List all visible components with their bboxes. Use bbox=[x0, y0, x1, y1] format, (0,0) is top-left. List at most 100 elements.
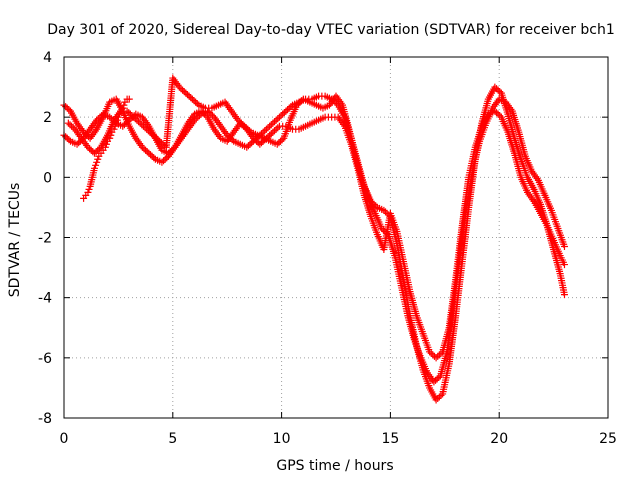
data-point-track-2 bbox=[93, 116, 101, 124]
data-point-fill-track-1 bbox=[207, 110, 215, 118]
data-point-fill-track-3 bbox=[435, 373, 443, 381]
y-tick-label: -8 bbox=[38, 411, 52, 427]
data-point-fill-track-2 bbox=[266, 131, 274, 139]
data-point-track-2 bbox=[164, 149, 172, 157]
data-point-fill-track-3 bbox=[68, 122, 76, 130]
data-point-track-1 bbox=[145, 149, 153, 157]
data-point-fill-track-1 bbox=[271, 118, 279, 126]
x-tick-label: 0 bbox=[60, 431, 69, 447]
data-point-track-3 bbox=[430, 378, 438, 386]
data-point-track-1 bbox=[282, 107, 290, 115]
data-point-fill-track-3 bbox=[246, 127, 254, 135]
data-point-fill-track-1 bbox=[248, 139, 256, 147]
data-point-fill-track-3 bbox=[296, 98, 304, 106]
data-point-fill-track-4 bbox=[85, 185, 93, 193]
data-point-track-3 bbox=[293, 101, 301, 109]
data-point-fill-track-3 bbox=[131, 115, 139, 123]
data-point-fill-track-1 bbox=[140, 145, 148, 153]
data-point-fill-track-2 bbox=[253, 137, 261, 145]
data-point-track-3 bbox=[136, 119, 144, 127]
data-point-fill-track-1 bbox=[280, 109, 288, 117]
data-point-fill-track-3 bbox=[125, 109, 133, 117]
data-point-fill-track-3 bbox=[152, 134, 160, 142]
data-point-track-3 bbox=[64, 119, 72, 127]
data-point-track-2 bbox=[73, 140, 81, 148]
data-point-fill-track-3 bbox=[277, 137, 285, 145]
data-point-fill-track-2 bbox=[122, 119, 130, 127]
data-point-fill-track-4 bbox=[115, 110, 123, 118]
data-point-fill-track-3 bbox=[433, 375, 441, 383]
data-point-fill-track-1 bbox=[161, 155, 169, 163]
x-tick-label: 15 bbox=[381, 431, 399, 447]
data-point-fill-track-4 bbox=[92, 161, 100, 169]
data-point-fill-track-1 bbox=[267, 121, 275, 129]
data-point-fill-track-3 bbox=[92, 148, 100, 156]
data-point-track-1 bbox=[269, 119, 277, 127]
data-point-fill-track-1 bbox=[65, 106, 73, 114]
data-point-track-2 bbox=[560, 261, 568, 269]
data-point-fill-track-1 bbox=[63, 104, 71, 112]
data-point-fill-track-1 bbox=[277, 112, 285, 120]
data-point-fill-track-4 bbox=[111, 122, 119, 130]
data-point-fill-track-2 bbox=[75, 139, 83, 147]
data-point-fill-track-2 bbox=[166, 148, 174, 156]
data-point-track-1 bbox=[432, 396, 440, 404]
data-point-track-3 bbox=[560, 243, 568, 251]
data-point-fill-track-3 bbox=[432, 376, 440, 384]
data-point-track-4 bbox=[110, 125, 118, 133]
data-point-track-3 bbox=[123, 107, 131, 115]
data-point-track-3 bbox=[130, 113, 138, 121]
data-point-fill-track-3 bbox=[86, 145, 94, 153]
data-point-track-2 bbox=[256, 140, 264, 148]
data-point-fill-track-1 bbox=[209, 112, 217, 120]
data-point-fill-track-3 bbox=[239, 121, 247, 129]
data-point-track-3 bbox=[175, 83, 183, 91]
data-point-fill-track-3 bbox=[159, 140, 167, 148]
data-point-fill-track-1 bbox=[264, 124, 272, 132]
data-point-track-4 bbox=[84, 188, 92, 196]
data-points bbox=[60, 74, 568, 404]
data-point-track-2 bbox=[119, 122, 127, 130]
data-point-track-4 bbox=[93, 158, 101, 166]
x-tick-label: 25 bbox=[599, 431, 617, 447]
data-point-track-3 bbox=[143, 125, 151, 133]
data-point-fill-track-2 bbox=[429, 351, 437, 359]
data-point-fill-track-1 bbox=[244, 142, 252, 150]
y-axis-label: SDTVAR / TECUs bbox=[7, 183, 23, 298]
data-point-track-1 bbox=[380, 206, 388, 214]
data-point-fill-track-3 bbox=[95, 145, 103, 153]
y-tick-label: -2 bbox=[38, 231, 52, 247]
data-point-track-2 bbox=[106, 113, 114, 121]
data-point-fill-track-2 bbox=[274, 124, 282, 132]
data-point-fill-track-3 bbox=[177, 85, 185, 93]
data-point-fill-track-3 bbox=[69, 124, 77, 132]
data-point-fill-track-3 bbox=[87, 146, 95, 154]
data-point-fill-track-3 bbox=[244, 125, 252, 133]
data-point-fill-track-1 bbox=[62, 103, 70, 111]
data-point-fill-track-1 bbox=[259, 128, 267, 136]
data-point-track-1 bbox=[138, 143, 146, 151]
data-point-fill-track-1 bbox=[266, 122, 274, 130]
data-point-fill-track-3 bbox=[183, 91, 191, 99]
data-point-fill-track-2 bbox=[168, 146, 176, 154]
data-point-fill-track-3 bbox=[141, 124, 149, 132]
data-point-track-3 bbox=[273, 140, 281, 148]
data-point-track-4 bbox=[106, 134, 114, 142]
x-tick-label: 10 bbox=[273, 431, 291, 447]
data-point-track-4 bbox=[90, 164, 98, 172]
data-point-fill-track-2 bbox=[494, 110, 502, 118]
data-point-track-1 bbox=[275, 113, 283, 121]
data-point-fill-track-3 bbox=[242, 124, 250, 132]
data-point-fill-track-3 bbox=[139, 122, 147, 130]
data-point-fill-track-2 bbox=[94, 115, 102, 123]
data-point-track-4 bbox=[101, 143, 109, 151]
data-point-track-4 bbox=[114, 113, 122, 121]
data-point-fill-track-3 bbox=[151, 133, 159, 141]
data-point-track-1 bbox=[491, 83, 499, 91]
data-point-track-3 bbox=[234, 116, 242, 124]
data-point-fill-track-3 bbox=[133, 116, 141, 124]
data-point-fill-track-1 bbox=[246, 140, 254, 148]
data-point-track-3 bbox=[156, 137, 164, 145]
data-point-fill-track-1 bbox=[494, 86, 502, 94]
chart-title: Day 301 of 2020, Sidereal Day-to-day VTE… bbox=[47, 22, 615, 38]
